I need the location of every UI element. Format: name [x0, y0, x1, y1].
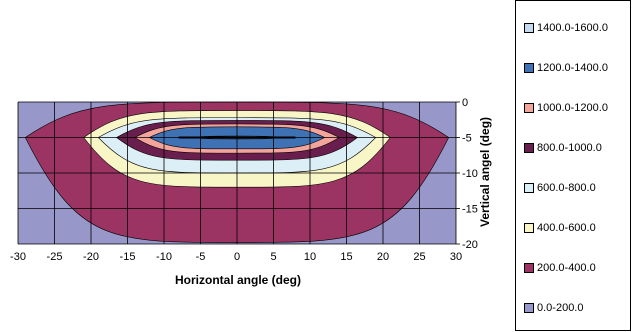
x-tick-label: -30	[10, 251, 26, 263]
legend-label: 1400.0-1600.0	[537, 22, 608, 34]
legend-label: 0.0-200.0	[537, 302, 584, 314]
legend-label: 1200.0-1400.0	[537, 62, 608, 74]
legend: 1400.0-1600.0 1200.0-1400.0 1000.0-1200.0 8…	[515, 0, 631, 331]
x-tick-label: 0	[234, 251, 240, 263]
legend-swatch	[524, 303, 534, 313]
legend-item: 1200.0-1400.0	[524, 61, 608, 75]
x-axis-ticks: -30 -25 -20 -15 -10 -5 0 5 10 15 20 25 30	[10, 251, 462, 263]
y-axis-ticks: 0 -5 -10 -15 -20	[456, 97, 478, 251]
legend-label: 1000.0-1200.0	[537, 102, 608, 114]
legend-item: 200.0-400.0	[524, 261, 596, 275]
legend-item: 400.0-600.0	[524, 221, 596, 235]
x-tick-label: 25	[413, 251, 425, 263]
x-tick-label: -15	[120, 251, 136, 263]
x-tick-label: 20	[377, 251, 389, 263]
legend-item: 600.0-800.0	[524, 181, 596, 195]
legend-label: 800.0-1000.0	[537, 142, 602, 154]
legend-swatch	[524, 223, 534, 233]
legend-label: 400.0-600.0	[537, 222, 596, 234]
y-tick-label: -20	[462, 239, 478, 251]
x-tick-label: -20	[83, 251, 99, 263]
legend-swatch	[524, 143, 534, 153]
x-tick-label: -25	[47, 251, 63, 263]
contour-plot: -30 -25 -20 -15 -10 -5 0 5 10 15 20 25 30 0-5-10-15-…	[10, 97, 492, 287]
x-tick-label: 15	[340, 251, 352, 263]
legend-swatch	[524, 183, 534, 193]
x-tick-label: -10	[156, 251, 172, 263]
legend-swatch	[524, 23, 534, 33]
legend-item: 1000.0-1200.0	[524, 101, 608, 115]
y-tick-label: 0	[462, 97, 468, 109]
x-tick-label: 5	[270, 251, 276, 263]
y-axis-label: Vertical angel (deg)	[478, 117, 492, 227]
x-tick-label: -5	[196, 251, 206, 263]
legend-swatch	[524, 263, 534, 273]
grid-lines	[17, 101, 457, 245]
x-tick-label: 30	[450, 251, 462, 263]
legend-label: 600.0-800.0	[537, 182, 596, 194]
legend-item: 1400.0-1600.0	[524, 21, 608, 35]
x-tick-label: 10	[304, 251, 316, 263]
legend-item: 800.0-1000.0	[524, 141, 602, 155]
legend-swatch	[524, 103, 534, 113]
legend-label: 200.0-400.0	[537, 262, 596, 274]
legend-item: 0.0-200.0	[524, 301, 583, 315]
y-tick-label: -10	[462, 168, 478, 180]
y-tick-label: -5	[462, 133, 472, 145]
x-axis-label: Horizontal angle (deg)	[175, 273, 301, 287]
legend-swatch	[524, 63, 534, 73]
y-tick-label: -15	[462, 204, 478, 216]
